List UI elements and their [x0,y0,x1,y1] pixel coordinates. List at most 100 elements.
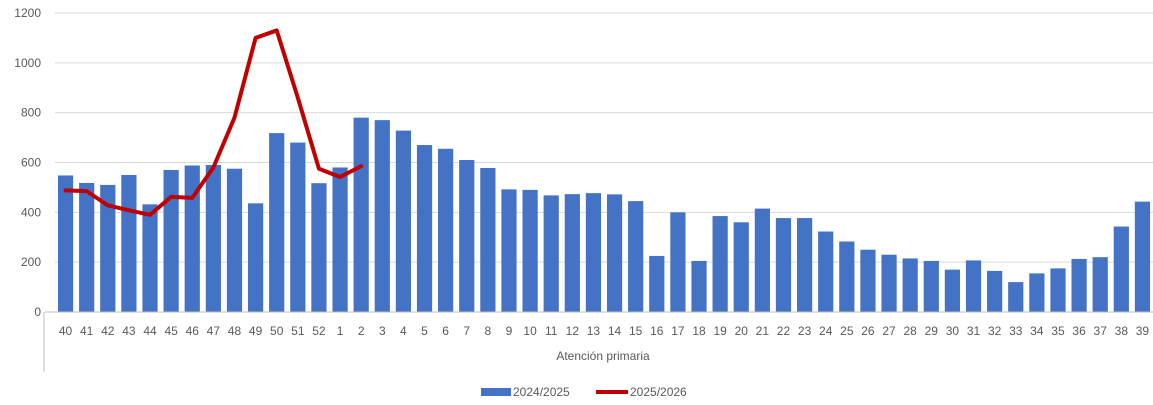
x-tick-label: 50 [270,324,284,338]
bar [205,164,221,312]
legend: 2024/2025 2025/2026 [481,385,687,399]
x-tick-label: 42 [101,324,115,338]
bar [818,231,834,312]
x-tick-label: 43 [122,324,136,338]
bar [543,195,559,312]
bar [860,249,876,312]
bar [1008,282,1024,312]
bar [100,184,116,312]
bar [881,254,897,312]
bar [923,260,939,312]
bar [712,216,728,312]
x-tick-label: 9 [506,324,513,338]
bar [585,193,602,312]
bar [416,145,433,312]
y-tick-label: 600 [21,156,41,170]
x-tick-label: 27 [882,324,896,338]
x-tick-label: 5 [421,324,428,338]
bar-series-2024-2025 [57,117,1151,313]
x-tick-label: 21 [756,324,770,338]
x-tick-label: 46 [186,324,200,338]
bar [670,212,686,312]
x-tick-label: 38 [1115,324,1129,338]
x-tick-label: 44 [143,324,157,338]
x-tick-label: 40 [59,324,73,338]
x-tick-label: 48 [228,324,242,338]
bar [564,194,580,312]
x-tick-label: 25 [840,324,854,338]
x-tick-label: 1 [337,324,344,338]
x-tick-label: 51 [291,324,305,338]
bar [1092,257,1108,312]
legend-label-2024-2025: 2024/2025 [513,385,570,399]
bar [501,189,517,312]
x-tick-label: 36 [1072,324,1086,338]
x-axis [43,311,1153,372]
line-path [63,28,364,217]
bar [649,255,665,312]
y-axis-tick-labels: 0 200 400 600 800 1000 1200 [14,6,41,319]
x-tick-label: 13 [587,324,601,338]
bar [1134,201,1151,312]
x-tick-label: 26 [861,324,875,338]
x-tick-label: 12 [566,324,580,338]
x-tick-label: 17 [671,324,685,338]
x-axis-title: Atención primaria [556,349,650,363]
x-tick-label: 7 [463,324,470,338]
bar [353,117,369,313]
x-tick-label: 47 [207,324,221,338]
x-tick-label: 6 [442,324,449,338]
x-tick-label: 23 [798,324,812,338]
line-series-2025-2026 [63,28,364,217]
bar [775,218,792,312]
x-tick-label: 34 [1030,324,1044,338]
bar [290,142,306,312]
bar [754,208,770,312]
bar [142,204,158,312]
x-tick-label: 20 [735,324,749,338]
bar [79,182,95,312]
y-tick-label: 400 [21,205,41,219]
bar [1113,226,1129,312]
bar [226,168,243,312]
bar [184,165,200,312]
bar [459,160,475,312]
y-tick-label: 1200 [14,6,41,20]
x-tick-label: 3 [379,324,386,338]
x-tick-label: 22 [777,324,791,338]
legend-label-2025-2026: 2025/2026 [630,385,687,399]
x-tick-label: 14 [608,324,622,338]
x-axis-tick-labels: 40 41 42 43 44 45 46 47 48 49 50 51 52 1 2 3 4 5 6 7 8 9 10 11 1… [59,324,1150,338]
y-tick-label: 800 [21,106,41,120]
bar [522,189,538,312]
x-tick-label: 49 [249,324,263,338]
x-tick-label: 19 [713,324,727,338]
bar [269,133,285,312]
bar [311,183,327,312]
bar [902,258,918,312]
x-tick-label: 33 [1009,324,1023,338]
x-tick-label: 29 [925,324,939,338]
bar [374,120,390,313]
bar [628,201,644,312]
x-tick-label: 30 [946,324,960,338]
x-tick-label: 15 [629,324,643,338]
x-tick-label: 8 [485,324,492,338]
x-tick-label: 2 [358,324,365,338]
x-tick-label: 45 [164,324,178,338]
x-tick-label: 10 [523,324,537,338]
bar [944,269,961,312]
bar [796,218,813,312]
legend-swatch-2024-2025 [481,388,511,396]
bar [121,174,137,312]
bar [438,148,454,312]
bar [480,167,496,312]
bar [691,260,707,312]
bar [163,169,179,312]
x-tick-label: 37 [1094,324,1108,338]
bar [1071,258,1087,312]
bar [1029,273,1045,312]
bar [839,241,855,312]
x-tick-label: 39 [1136,324,1150,338]
